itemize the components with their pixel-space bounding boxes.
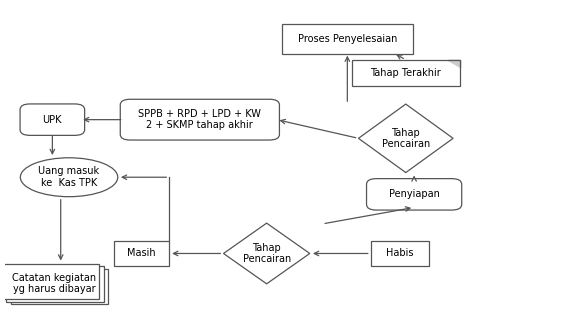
Bar — [371, 241, 430, 266]
Text: Proses Penyelesaian: Proses Penyelesaian — [298, 34, 397, 44]
Bar — [114, 241, 169, 266]
Bar — [282, 24, 413, 53]
Text: UPK: UPK — [43, 115, 62, 125]
Text: Tahap Terakhir: Tahap Terakhir — [370, 68, 441, 78]
Text: SPPB + RPD + LPD + KW
2 + SKMP tahap akhir: SPPB + RPD + LPD + KW 2 + SKMP tahap akh… — [138, 109, 261, 130]
Polygon shape — [359, 104, 453, 173]
Text: Habis: Habis — [386, 248, 414, 258]
FancyBboxPatch shape — [367, 179, 462, 210]
Text: Catatan kegiatan
yg harus dibayar: Catatan kegiatan yg harus dibayar — [12, 273, 96, 294]
Text: Tahap
Pencairan: Tahap Pencairan — [243, 243, 291, 264]
Bar — [11, 268, 108, 304]
FancyBboxPatch shape — [120, 99, 279, 140]
Text: Penyiapan: Penyiapan — [388, 189, 440, 199]
Polygon shape — [448, 60, 460, 67]
Bar — [6, 266, 104, 302]
Text: Uang masuk
ke  Kas TPK: Uang masuk ke Kas TPK — [38, 166, 100, 188]
Text: Tahap
Pencairan: Tahap Pencairan — [382, 127, 430, 149]
Text: Masih: Masih — [127, 248, 156, 258]
FancyBboxPatch shape — [20, 104, 84, 135]
Bar — [2, 263, 100, 299]
Bar — [351, 60, 460, 86]
Ellipse shape — [20, 158, 118, 197]
Polygon shape — [224, 223, 310, 284]
